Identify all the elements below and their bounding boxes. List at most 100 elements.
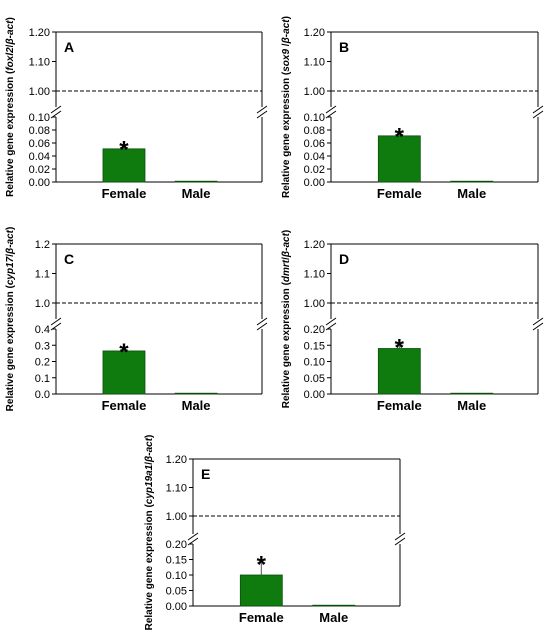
- x-tick-label: Male: [319, 610, 348, 625]
- y-tick-label: 1.10: [304, 57, 325, 69]
- axis-break-mark: [256, 105, 268, 114]
- x-tick-label: Male: [182, 398, 211, 413]
- bar-female: [377, 135, 421, 183]
- y-tick-label: 1.20: [166, 454, 187, 466]
- y-axis-label-part: ): [144, 435, 155, 438]
- y-tick-label: 0.08: [29, 125, 50, 137]
- significance-marker: *: [395, 334, 405, 361]
- y-axis-label-part: Relative gene expression (: [281, 281, 292, 408]
- panel-label: E: [201, 466, 210, 482]
- y-tick-label: 0.20: [304, 324, 325, 336]
- y-axis-label-part: /: [281, 257, 292, 260]
- panel-d: 1.20 1.10 1.00 0.20 0.15 0.10 0.05 0.00 * Female M…: [281, 230, 544, 413]
- axis-break-mark: [325, 105, 337, 114]
- y-tick-label: 1.00: [304, 298, 325, 310]
- y-axis-label-part: Relative gene expression (: [5, 284, 16, 411]
- y-tick-label: 1.20: [304, 239, 325, 251]
- x-tick-label: Female: [102, 398, 147, 413]
- panel-label: C: [64, 251, 74, 267]
- y-tick-label: 0.3: [35, 340, 50, 352]
- axis-break-mark: [50, 317, 62, 326]
- y-axis-label-part: dmrt: [281, 259, 292, 282]
- y-axis-label-part: cyp17: [5, 256, 16, 285]
- bar-male: [174, 180, 218, 183]
- bar-male: [312, 604, 356, 607]
- panel-a: 1.20 1.10 1.00 0.100.080.060.040.020.00 * Fem…: [5, 17, 268, 201]
- y-tick-label: 0.02: [29, 164, 50, 176]
- y-axis-label-part: sox9: [281, 49, 292, 72]
- y-tick-label: 0.20: [166, 539, 187, 551]
- y-tick-label: 0.02: [304, 164, 325, 176]
- bar-male: [174, 392, 218, 395]
- y-axis-label-part: cyp19a1: [144, 464, 155, 504]
- panel-label: A: [64, 39, 74, 55]
- y-tick-label: 1.20: [304, 27, 325, 39]
- y-tick-label: 1.00: [166, 511, 187, 523]
- y-axis-label-part: foxl2: [5, 47, 16, 71]
- x-tick-label: Male: [457, 398, 486, 413]
- y-axis-label: Relative gene expression (dmrt/β-act): [281, 230, 292, 409]
- y-tick-label: 1.1: [35, 269, 50, 281]
- y-tick-label: 0.10: [304, 112, 325, 124]
- y-tick-label: 1.10: [304, 269, 325, 281]
- y-axis-label-part: /: [281, 43, 292, 49]
- significance-marker: *: [395, 124, 405, 151]
- y-axis-label-part: Relative gene expression (: [144, 504, 155, 631]
- x-tick-label: Female: [239, 610, 284, 625]
- y-tick-label: 0.00: [166, 601, 187, 613]
- x-tick-label: Male: [457, 186, 486, 201]
- y-tick-label: 0.4: [35, 324, 50, 336]
- y-tick-label: 0.00: [29, 177, 50, 189]
- y-axis-label: Relative gene expression (cyp19a1/β-act): [144, 435, 155, 631]
- y-tick-label: 0.00: [304, 177, 325, 189]
- y-tick-label: 1.00: [304, 86, 325, 98]
- significance-marker: *: [119, 339, 129, 366]
- panel-c: 1.2 1.1 1.0 0.4 0.3 0.2 0.1 0.0 * Female Male C Rela…: [5, 227, 268, 413]
- panel-label: D: [339, 251, 349, 267]
- y-axis-label-part: /: [5, 254, 16, 257]
- y-axis-label-part: β-act: [281, 232, 292, 258]
- y-axis-label-part: ): [281, 230, 292, 233]
- y-tick-label: 0.1: [35, 373, 50, 385]
- y-axis-label-part: Relative gene expression (: [281, 71, 292, 198]
- axis-break-mark: [187, 532, 199, 541]
- y-tick-label: 1.10: [166, 483, 187, 495]
- y-tick-label: 0.00: [304, 389, 325, 401]
- y-axis-label-part: ): [5, 17, 16, 20]
- significance-marker: *: [257, 552, 267, 579]
- panel-e: 1.20 1.10 1.00 0.20 0.15 0.10 0.05 0.00 * Female M…: [144, 435, 406, 631]
- y-tick-label: 0.05: [304, 373, 325, 385]
- y-axis-label-part: /: [5, 44, 16, 47]
- bar-female: [102, 350, 146, 395]
- y-tick-label: 0.04: [29, 151, 50, 163]
- y-axis-label: Relative gene expression (sox9 /β-act): [281, 16, 292, 198]
- panel-label: B: [339, 39, 349, 55]
- axis-break-mark: [50, 105, 62, 114]
- panel-b: 1.20 1.10 1.00 0.100.080.060.040.020.00 * Fem…: [281, 16, 544, 201]
- axis-break-mark: [532, 317, 544, 326]
- y-tick-label: 0.2: [35, 357, 50, 369]
- y-tick-label: 0.10: [29, 112, 50, 124]
- y-tick-label: 1.0: [35, 298, 50, 310]
- axis-break-mark: [532, 322, 544, 331]
- bar-male: [450, 180, 494, 183]
- y-axis-label-part: ): [281, 16, 292, 19]
- bar-female: [377, 348, 421, 395]
- axis-break-mark: [256, 110, 268, 119]
- y-tick-label: 0.06: [29, 138, 50, 150]
- bar-male: [450, 392, 494, 395]
- x-tick-label: Male: [182, 186, 211, 201]
- y-axis-label-part: Relative gene expression (: [5, 70, 16, 197]
- y-axis-label-part: β-act: [5, 229, 16, 255]
- x-tick-label: Female: [377, 186, 422, 201]
- y-axis-label-part: β-act: [281, 19, 292, 45]
- y-tick-label: 1.10: [29, 57, 50, 69]
- axis-break-mark: [325, 317, 337, 326]
- axis-break-mark: [532, 105, 544, 114]
- y-tick-label: 0.05: [166, 586, 187, 598]
- y-axis-label-part: β-act: [5, 20, 16, 46]
- y-tick-label: 0.10: [166, 570, 187, 582]
- y-tick-label: 0.04: [304, 151, 325, 163]
- y-axis-label-part: β-act: [144, 437, 155, 463]
